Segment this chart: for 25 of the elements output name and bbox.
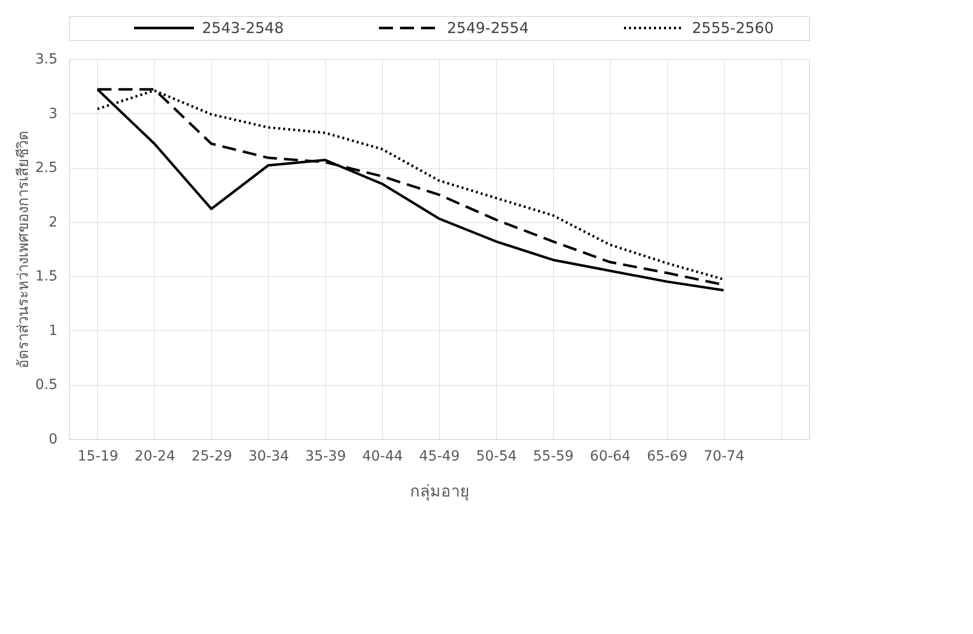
legend-label: 2555-2560 — [692, 19, 774, 37]
y-tick-label: 3.5 — [35, 52, 58, 68]
y-tick-label: 1 — [48, 322, 58, 339]
y-tick-label: 0 — [48, 432, 58, 448]
x-tick-label: 40-44 — [362, 448, 404, 464]
x-tick-label: 50-54 — [476, 448, 517, 464]
y-tick-label: 1.5 — [35, 268, 58, 285]
x-tick-label: 30-34 — [248, 448, 290, 464]
y-axis-title: อัตราส่วนระหว่างเพศของการเสียชีวิต — [14, 130, 32, 368]
x-tick-label: 45-49 — [419, 448, 460, 464]
y-tick-label: 2.5 — [35, 160, 58, 176]
legend-label: 2543-2548 — [202, 19, 284, 37]
x-tick-label: 20-24 — [134, 448, 176, 464]
x-tick-label: 35-39 — [305, 448, 346, 464]
x-tick-label: 60-64 — [590, 448, 631, 464]
x-tick-label: 25-29 — [191, 448, 232, 464]
y-tick-label: 0.5 — [35, 377, 58, 394]
x-tick-label: 15-19 — [78, 448, 118, 464]
y-tick-label: 3 — [48, 106, 58, 122]
y-tick-label: 2 — [48, 214, 58, 230]
x-axis-title: กลุ่มอายุ — [410, 482, 469, 502]
x-tick-label: 70-74 — [704, 448, 745, 464]
x-tick-label: 55-59 — [533, 448, 574, 464]
x-tick-label: 65-69 — [646, 448, 688, 464]
legend-label: 2549-2554 — [447, 19, 529, 37]
